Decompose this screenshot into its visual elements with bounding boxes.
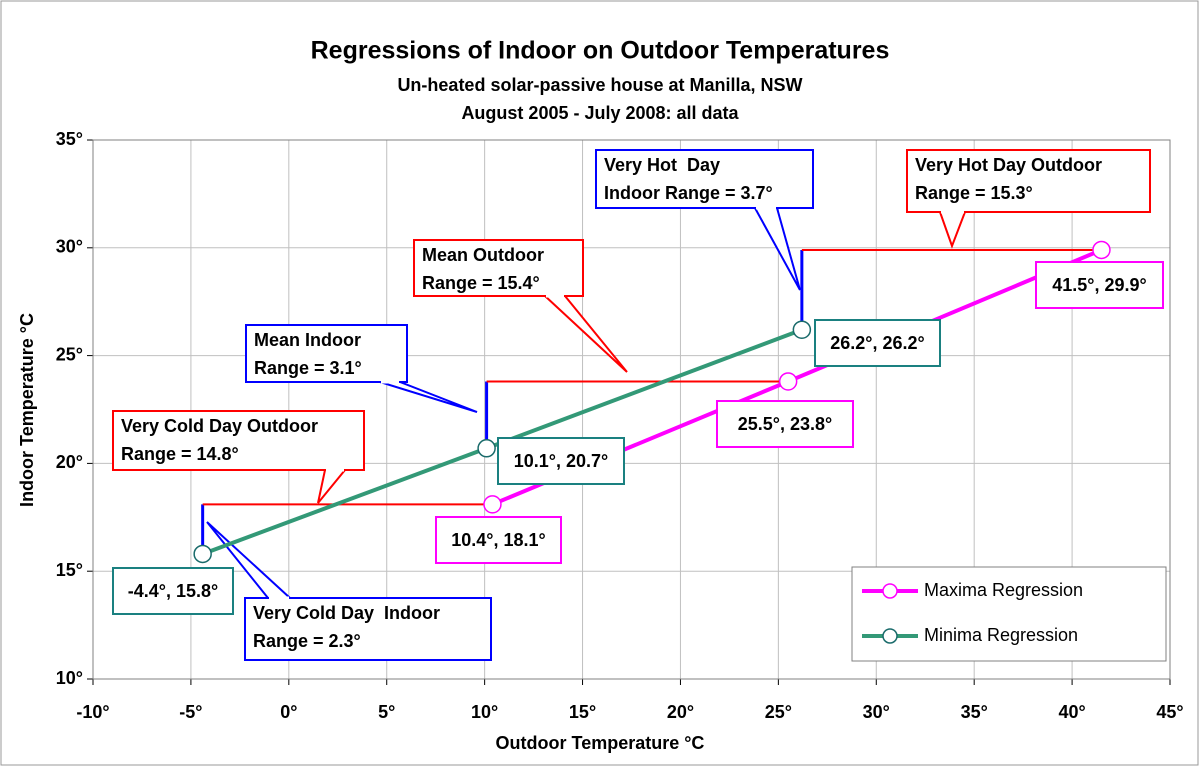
annotation-text: Range = 14.8°	[121, 444, 239, 464]
x-tick-label: 45°	[1156, 702, 1183, 722]
callout-box	[413, 239, 584, 297]
legend-marker	[882, 628, 898, 644]
callout-box	[595, 149, 814, 209]
x-tick-label: 10°	[471, 702, 498, 722]
chart-title: Regressions of Indoor on Outdoor Tempera…	[311, 37, 890, 65]
x-axis-label: Outdoor Temperature °C	[496, 733, 705, 753]
value-label: 10.4°, 18.1°	[451, 530, 545, 550]
y-axis-label: Indoor Temperature °C	[17, 313, 37, 507]
value-label-box	[112, 567, 234, 615]
x-tick-label: 5°	[378, 702, 395, 722]
value-label-box	[716, 400, 854, 448]
annotation-text: Range = 3.1°	[254, 358, 362, 378]
data-point	[193, 544, 212, 564]
value-label-box	[814, 319, 941, 367]
x-tick-label: 30°	[863, 702, 890, 722]
y-tick-label: 25°	[56, 344, 83, 364]
callout-box	[906, 149, 1151, 213]
annotation-text: Mean Outdoor	[422, 245, 544, 265]
annotation-text: Mean Indoor	[254, 330, 361, 350]
chart-subtitle: August 2005 - July 2008: all data	[461, 103, 739, 123]
annotation-text: Range = 15.3°	[915, 183, 1033, 203]
data-point	[778, 372, 798, 391]
annotation-text: Very Hot Day Outdoor	[915, 155, 1102, 175]
value-label-box	[1035, 261, 1164, 309]
annotation-text: Range = 15.4°	[422, 273, 540, 293]
annotation-text: Very Hot Day	[604, 155, 720, 175]
value-label: 10.1°, 20.7°	[514, 451, 608, 471]
annotation-text: Very Cold Day Outdoor	[121, 416, 318, 436]
callout-box	[245, 324, 408, 383]
annotation-text: Range = 2.3°	[253, 631, 361, 651]
value-label-box	[435, 516, 562, 564]
data-point	[483, 495, 502, 514]
x-tick-label: -5°	[179, 702, 202, 722]
legend-marker	[882, 583, 898, 599]
value-label-box	[497, 437, 625, 485]
chart-subtitle: Un-heated solar-passive house at Manilla…	[397, 75, 802, 95]
x-tick-label: 25°	[765, 702, 792, 722]
x-tick-label: 40°	[1058, 702, 1085, 722]
y-tick-label: 15°	[56, 560, 83, 580]
x-tick-label: 15°	[569, 702, 596, 722]
value-label: -4.4°, 15.8°	[128, 581, 218, 601]
plot-frame	[92, 139, 1171, 680]
y-tick-label: 35°	[56, 129, 83, 149]
y-tick-label: 20°	[56, 452, 83, 472]
annotation-text: Indoor Range = 3.7°	[604, 183, 773, 203]
annotation-text: Very Cold Day Indoor	[253, 603, 440, 623]
callout-box	[244, 597, 492, 661]
y-tick-label: 10°	[56, 668, 83, 688]
data-point	[477, 439, 496, 458]
legend-label: Maxima Regression	[924, 580, 1083, 600]
x-tick-label: 0°	[280, 702, 297, 722]
y-tick-label: 30°	[56, 237, 83, 257]
value-label: 41.5°, 29.9°	[1052, 275, 1146, 295]
x-tick-label: 35°	[961, 702, 988, 722]
value-label: 26.2°, 26.2°	[830, 333, 924, 353]
callout-box	[112, 410, 365, 471]
value-label: 25.5°, 23.8°	[738, 414, 832, 434]
data-point	[792, 320, 812, 339]
x-tick-label: -10°	[76, 702, 109, 722]
legend-box	[851, 566, 1167, 662]
legend-label: Minima Regression	[924, 625, 1078, 645]
data-point	[1092, 240, 1111, 260]
x-tick-label: 20°	[667, 702, 694, 722]
